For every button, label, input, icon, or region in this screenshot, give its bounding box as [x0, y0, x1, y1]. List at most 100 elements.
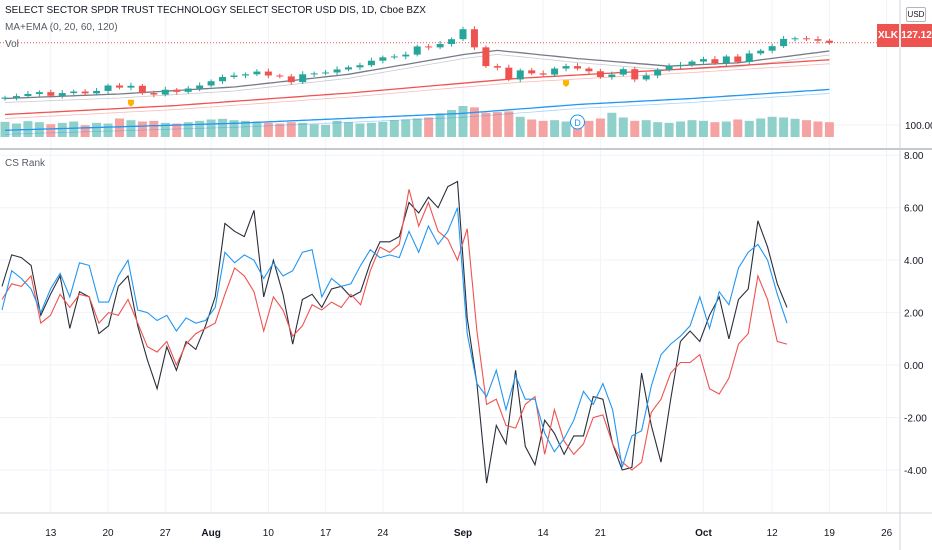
- candle-body: [390, 56, 398, 58]
- candle-body: [402, 54, 410, 57]
- candle-body: [516, 70, 524, 80]
- volume-bar: [80, 125, 90, 137]
- time-tick-label: 19: [824, 528, 836, 539]
- candle-body: [631, 69, 639, 80]
- volume-bar: [183, 122, 193, 137]
- price-tick-label: 100.00: [905, 121, 932, 132]
- volume-bar: [309, 124, 319, 137]
- volume-bar: [401, 119, 411, 137]
- volume-bar: [298, 122, 308, 137]
- candle-body: [757, 50, 765, 54]
- candle-body: [425, 46, 433, 48]
- volume-bar: [366, 122, 376, 137]
- volume-bar: [550, 120, 560, 137]
- time-tick-label: 24: [377, 528, 389, 539]
- candle-body: [436, 44, 444, 48]
- candle-body: [459, 29, 467, 40]
- volume-bar: [92, 122, 102, 137]
- time-tick-label: 17: [320, 528, 332, 539]
- time-tick-label: 13: [45, 528, 57, 539]
- time-tick-label: 27: [160, 528, 172, 539]
- candle-body: [116, 85, 123, 88]
- candle-body: [93, 90, 101, 94]
- volume-bar: [756, 118, 766, 137]
- candle-body: [299, 74, 307, 83]
- candle-body: [814, 39, 822, 41]
- volume-bar: [595, 118, 605, 137]
- candle-body: [711, 59, 719, 64]
- candle-body: [184, 88, 192, 92]
- volume-legend[interactable]: Vol: [5, 39, 19, 50]
- candle-body: [58, 93, 66, 96]
- volume-bar: [733, 119, 743, 137]
- volume-bar: [103, 123, 113, 137]
- volume-bar: [469, 107, 479, 137]
- cs-rank-series-line: [1, 180, 788, 484]
- volume-bar: [561, 121, 571, 137]
- candle-body: [722, 56, 730, 64]
- volume-bar: [332, 120, 342, 137]
- volume-bar: [744, 120, 754, 137]
- candle-body: [241, 74, 249, 76]
- rank-tick-label: 8.00: [904, 151, 924, 162]
- candle-body: [70, 91, 78, 94]
- volume-bar: [618, 117, 628, 137]
- candle-body: [528, 70, 536, 74]
- volume-bar: [344, 122, 353, 137]
- candle-body: [356, 65, 364, 68]
- volume-bar: [790, 118, 800, 137]
- currency-button[interactable]: USD: [906, 7, 926, 22]
- volume-bar: [137, 121, 147, 137]
- volume-bar: [378, 121, 388, 137]
- volume-bar: [573, 122, 582, 137]
- volume-bar: [492, 112, 502, 137]
- collapse-marker-label: D: [574, 118, 581, 128]
- candle-body: [654, 69, 662, 76]
- cs-rank-series-line: [1, 207, 788, 468]
- time-tick-label: 21: [595, 528, 607, 539]
- candle-body: [219, 77, 227, 82]
- volume-bar: [435, 113, 445, 137]
- candle-body: [825, 40, 833, 43]
- candlesticks: D: [1, 26, 833, 130]
- time-tick-label: 10: [263, 528, 275, 539]
- volume-bar: [447, 110, 457, 137]
- candle-body: [596, 71, 604, 78]
- candle-body: [505, 67, 513, 80]
- time-tick-label: 12: [767, 528, 779, 539]
- candle-body: [768, 46, 776, 51]
- volume-bar: [218, 118, 228, 137]
- candle-body: [161, 89, 169, 95]
- candle-body: [585, 68, 593, 72]
- moving-average-line: [4, 93, 830, 135]
- candle-body: [551, 68, 559, 75]
- volume-bar: [263, 122, 273, 137]
- volume-bar: [57, 122, 67, 137]
- last-price-tag: 127.12: [901, 24, 932, 47]
- volume-bar: [584, 120, 594, 137]
- volume-bar: [824, 122, 834, 137]
- candle-body: [24, 93, 32, 97]
- volume-bar: [630, 120, 640, 137]
- volume-bar: [195, 120, 205, 137]
- candle-body: [196, 85, 204, 89]
- volume-bar: [676, 121, 686, 137]
- dividend-marker: [127, 99, 134, 107]
- volume-bar: [607, 112, 617, 137]
- candle-body: [287, 76, 295, 83]
- candle-body: [276, 75, 284, 77]
- volume-bar: [813, 121, 823, 137]
- candle-body: [574, 66, 581, 69]
- candle-body: [642, 75, 650, 80]
- moving-average-line: [4, 53, 830, 103]
- volume-bar: [229, 120, 239, 137]
- symbol-tag: XLK: [877, 24, 899, 47]
- cs-rank-legend[interactable]: CS Rank: [5, 158, 46, 169]
- ma-ema-legend[interactable]: MA+EMA (0, 20, 60, 120): [5, 22, 118, 33]
- volume-bar: [355, 123, 365, 137]
- candle-body: [345, 67, 352, 70]
- volume-bar: [641, 120, 651, 137]
- volume-bars: [0, 106, 834, 137]
